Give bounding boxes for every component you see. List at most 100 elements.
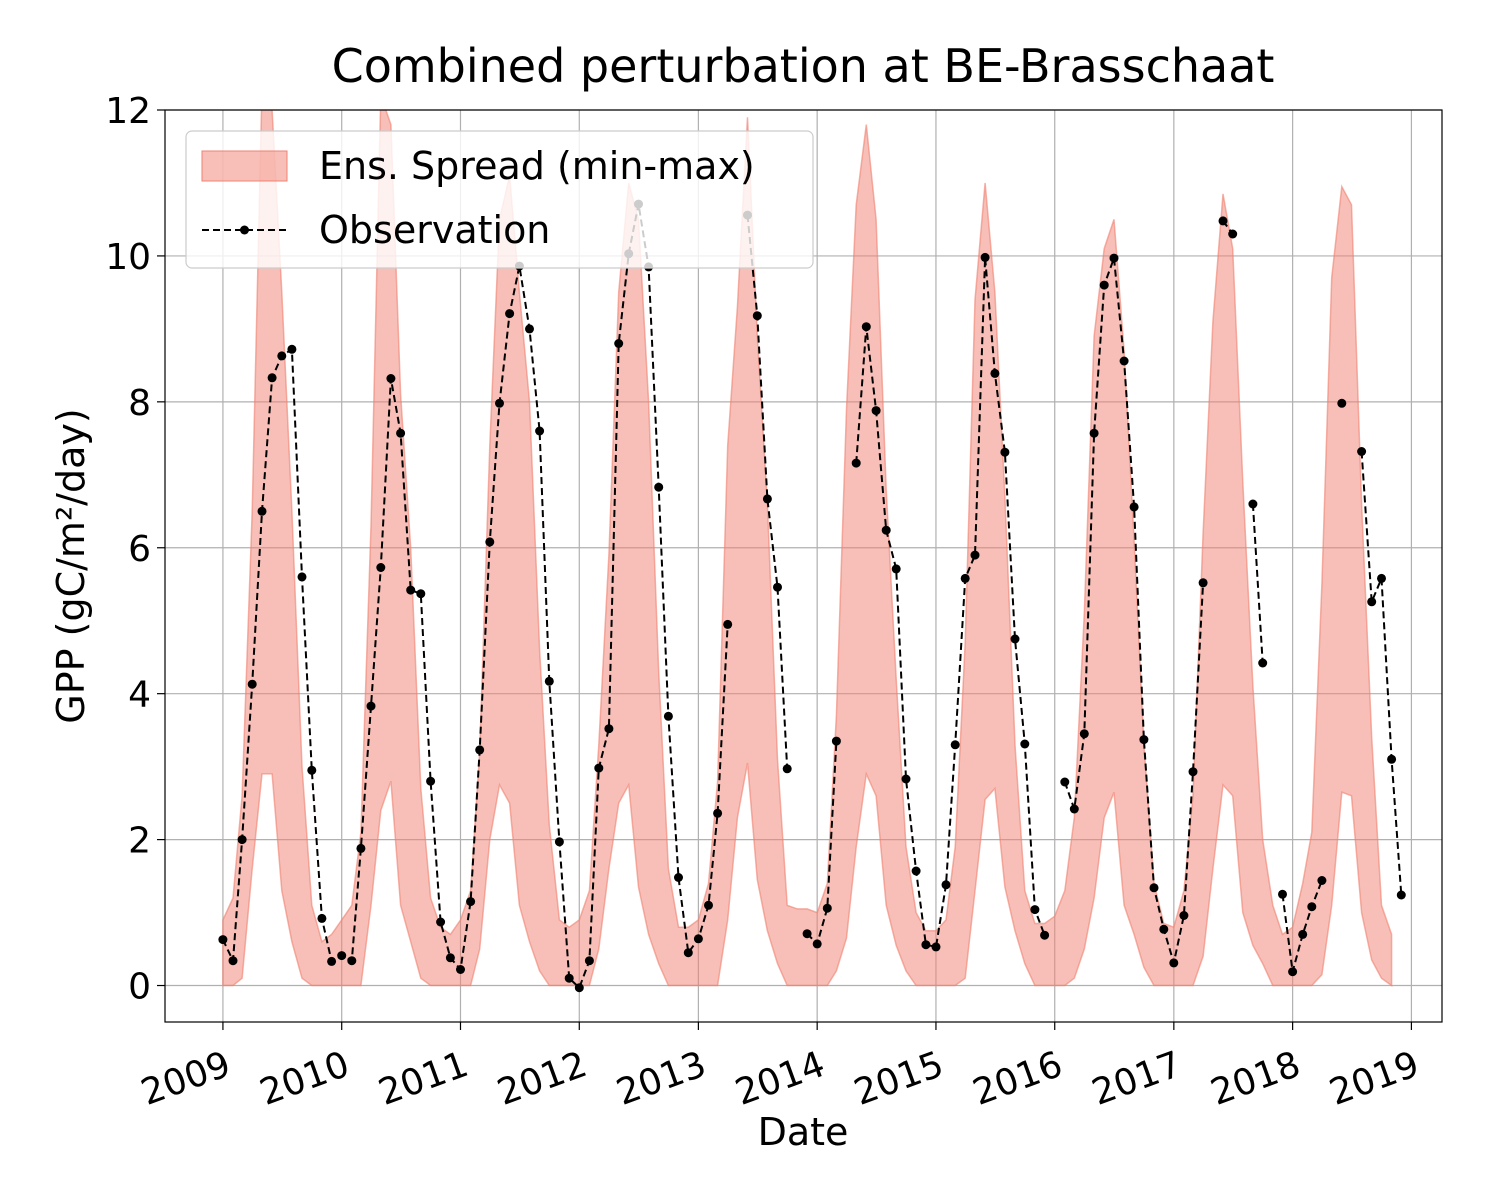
observation-line-segment <box>806 741 838 946</box>
y-tick-label: 2 <box>128 821 151 862</box>
observation-point <box>1099 280 1109 290</box>
observation-point <box>831 736 841 746</box>
observation-line-segment <box>1251 503 1264 664</box>
observation-point <box>1188 767 1198 777</box>
observation-point <box>663 711 673 721</box>
observation-point <box>1278 889 1287 899</box>
observation-point <box>525 324 534 334</box>
observation-point <box>564 973 574 983</box>
observation-series-layer <box>218 199 1406 993</box>
observation-point <box>1010 634 1020 644</box>
observation-point <box>1089 428 1099 438</box>
observation-point <box>1040 930 1050 940</box>
x-axis-label: Date <box>758 1110 849 1154</box>
observation-point <box>960 573 970 583</box>
observation-point <box>1119 356 1129 366</box>
observation-point <box>1198 578 1208 588</box>
legend-observation-label: Observation <box>319 208 550 252</box>
ens-spread-band <box>222 110 1393 987</box>
observation-point <box>970 550 980 560</box>
legend-spread-label: Ens. Spread (min-max) <box>319 144 755 188</box>
observation-point <box>1149 883 1159 893</box>
observation-point <box>1258 658 1268 668</box>
y-axis-label: GPP (gC/m²/day) <box>49 408 93 723</box>
observation-point <box>228 956 238 966</box>
observation-point <box>554 837 564 847</box>
observation-point <box>574 983 584 993</box>
observation-point <box>307 765 317 775</box>
observation-point <box>456 965 465 974</box>
observation-point <box>1079 729 1089 739</box>
observation-point <box>287 344 297 354</box>
y-tick-label: 0 <box>128 967 151 1008</box>
observation-point <box>1179 911 1189 920</box>
observation-point <box>1337 398 1347 408</box>
y-tick-label: 8 <box>128 383 151 424</box>
observation-point <box>1139 735 1149 745</box>
observation-point <box>773 582 782 592</box>
observation-point <box>337 951 347 961</box>
observation-point <box>535 426 545 436</box>
observation-point <box>1228 229 1238 239</box>
observation-point <box>901 774 911 784</box>
ens-spread-band-layer <box>222 110 1393 987</box>
observation-point <box>386 374 396 383</box>
observation-point <box>802 929 812 939</box>
observation-point <box>376 563 386 572</box>
legend-spread-swatch <box>201 150 288 182</box>
observation-point <box>1317 876 1327 885</box>
observation-point <box>683 948 693 958</box>
observation-point <box>881 525 891 535</box>
observation-point <box>762 494 772 504</box>
observation-point <box>257 506 267 516</box>
legend: Ens. Spread (min-max) Observation <box>185 130 814 269</box>
observation-point <box>1069 804 1079 814</box>
chart-title: Combined perturbation at BE-Brasschaat <box>332 39 1275 93</box>
observation-point <box>327 956 337 966</box>
observation-point <box>267 373 277 383</box>
observation-point <box>1109 253 1119 263</box>
observation-point <box>614 339 624 348</box>
observation-point <box>1030 905 1040 915</box>
observation-point <box>218 935 228 945</box>
observation-point <box>416 589 426 599</box>
observation-point <box>475 745 485 755</box>
observation-point <box>704 900 713 910</box>
observation-point <box>1396 890 1406 900</box>
observation-point <box>1159 924 1169 934</box>
observation-point <box>871 406 881 416</box>
y-tick-label: 12 <box>105 91 151 132</box>
observation-point <box>406 585 416 595</box>
observation-line-segment <box>855 257 1046 949</box>
observation-point <box>396 428 406 438</box>
observation-point <box>466 897 476 907</box>
observation-point <box>782 764 792 774</box>
observation-point <box>544 676 554 686</box>
observation-point <box>366 701 376 711</box>
observation-point <box>1020 739 1030 749</box>
observation-point <box>505 309 515 319</box>
observation-point <box>604 724 614 734</box>
observation-point <box>445 953 455 963</box>
observation-point <box>485 537 495 547</box>
observation-point <box>713 808 723 818</box>
observation-point <box>693 934 703 944</box>
observation-point <box>1387 754 1397 764</box>
observation-point <box>277 351 287 361</box>
observation-point <box>851 458 861 468</box>
y-tick-label: 6 <box>128 529 151 570</box>
observation-point <box>1060 777 1070 787</box>
observation-point <box>1288 967 1298 977</box>
observation-point <box>584 956 594 966</box>
observation-point <box>990 368 1000 378</box>
observation-point <box>980 252 990 262</box>
observation-point <box>1169 958 1179 968</box>
observation-point <box>674 873 683 882</box>
plot-frame <box>164 109 1443 1023</box>
observation-point <box>237 835 247 845</box>
y-axis-ticks: 0 2 4 6 8 10 12 <box>105 91 165 1008</box>
observation-point <box>297 572 307 582</box>
observation-point <box>950 740 960 750</box>
legend-box <box>185 130 814 269</box>
